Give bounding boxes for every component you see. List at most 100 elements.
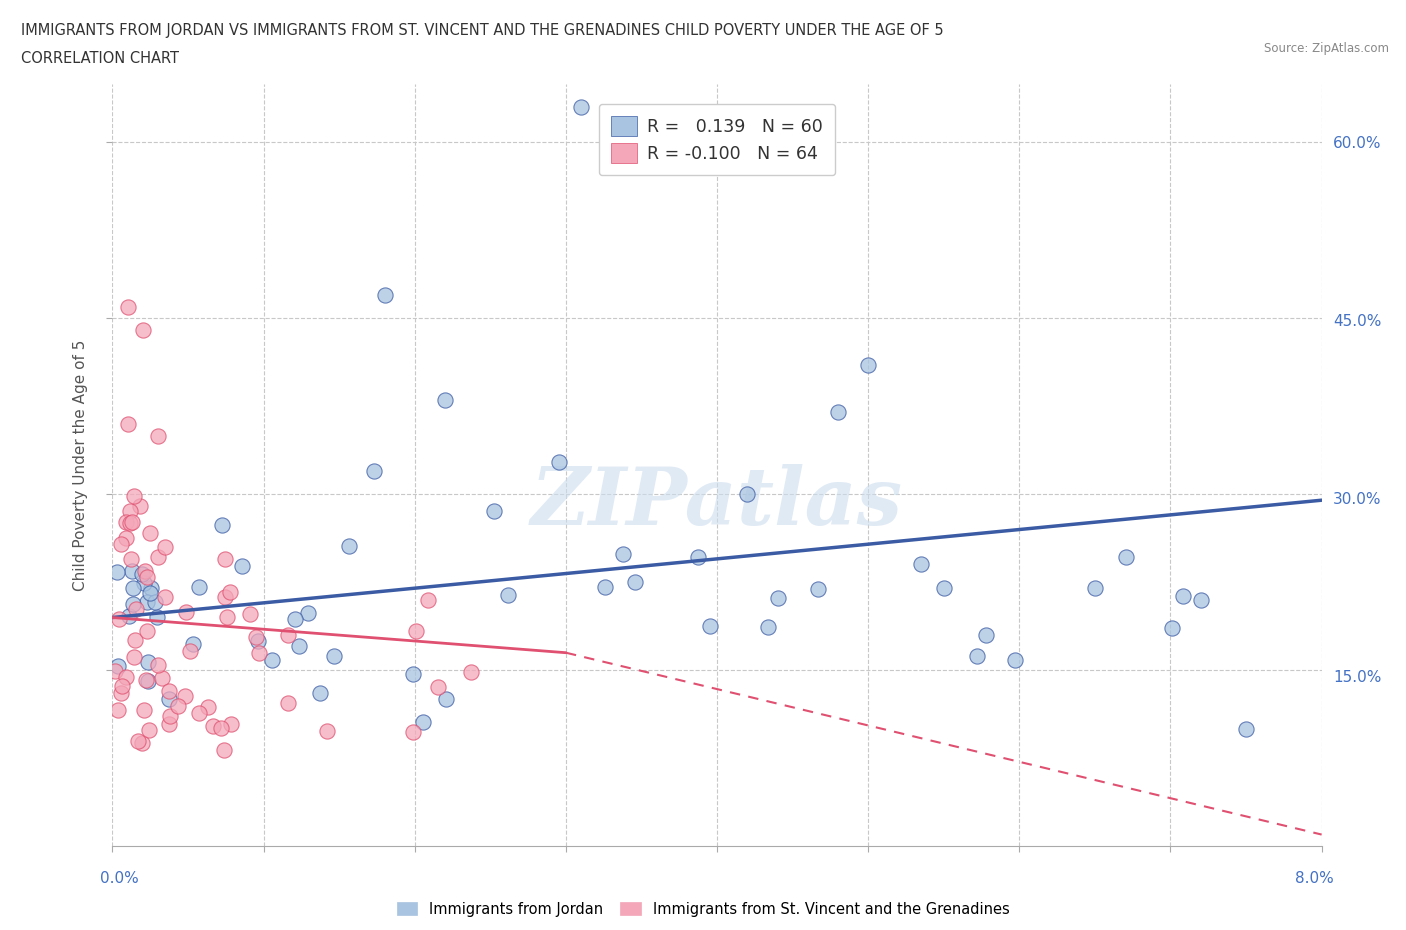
Point xyxy=(217,610,239,625)
Point xyxy=(127,734,149,749)
Point xyxy=(153,590,176,604)
Point xyxy=(277,696,299,711)
Point xyxy=(910,556,932,571)
Point xyxy=(135,672,157,687)
Point xyxy=(122,489,145,504)
Point xyxy=(118,608,141,623)
Point xyxy=(426,680,449,695)
Point xyxy=(284,612,307,627)
Point xyxy=(1004,653,1026,668)
Point xyxy=(247,645,270,660)
Point xyxy=(856,358,880,373)
Text: ZIPatlas: ZIPatlas xyxy=(531,464,903,542)
Point xyxy=(145,610,167,625)
Point xyxy=(120,551,142,566)
Point xyxy=(297,605,319,620)
Point xyxy=(412,714,434,729)
Point xyxy=(363,464,385,479)
Point xyxy=(143,595,166,610)
Point xyxy=(146,428,169,443)
Point xyxy=(932,580,955,595)
Point xyxy=(219,585,242,600)
Point xyxy=(418,592,440,607)
Point xyxy=(974,628,997,643)
Point xyxy=(405,624,427,639)
Point xyxy=(124,632,146,647)
Point xyxy=(612,546,634,561)
Point xyxy=(173,688,195,703)
Text: 8.0%: 8.0% xyxy=(1295,871,1334,886)
Point xyxy=(136,673,159,688)
Point xyxy=(136,594,159,609)
Point xyxy=(132,323,155,338)
Point xyxy=(569,100,592,114)
Point xyxy=(115,531,138,546)
Point xyxy=(214,590,236,604)
Point xyxy=(277,628,299,643)
Point xyxy=(231,558,253,573)
Point xyxy=(134,564,156,578)
Point xyxy=(547,454,569,469)
Point xyxy=(482,503,505,518)
Point xyxy=(148,550,170,565)
Legend: Immigrants from Jordan, Immigrants from St. Vincent and the Grenadines: Immigrants from Jordan, Immigrants from … xyxy=(391,896,1015,923)
Point xyxy=(219,716,242,731)
Text: Source: ZipAtlas.com: Source: ZipAtlas.com xyxy=(1264,42,1389,55)
Point xyxy=(121,514,143,529)
Point xyxy=(239,606,262,621)
Point xyxy=(623,575,645,590)
Point xyxy=(174,604,197,619)
Point xyxy=(122,649,145,664)
Point xyxy=(686,550,709,565)
Point xyxy=(153,539,176,554)
Text: 45.0%: 45.0% xyxy=(1333,313,1381,328)
Point xyxy=(125,602,148,617)
Point xyxy=(117,417,139,432)
Point xyxy=(496,588,519,603)
Text: CORRELATION CHART: CORRELATION CHART xyxy=(21,51,179,66)
Point xyxy=(121,597,143,612)
Point xyxy=(188,580,211,595)
Point xyxy=(114,515,136,530)
Point xyxy=(211,518,233,533)
Point xyxy=(209,721,232,736)
Point xyxy=(118,503,141,518)
Point xyxy=(121,564,143,578)
Point xyxy=(128,499,150,514)
Point xyxy=(104,663,127,678)
Point xyxy=(107,612,129,627)
Point xyxy=(110,685,132,700)
Point xyxy=(245,629,267,644)
Point xyxy=(316,724,339,738)
Point xyxy=(131,567,153,582)
Point xyxy=(120,515,142,530)
Point xyxy=(758,619,780,634)
Point xyxy=(159,709,181,724)
Point xyxy=(150,671,173,685)
Point xyxy=(1084,580,1107,595)
Text: IMMIGRANTS FROM JORDAN VS IMMIGRANTS FROM ST. VINCENT AND THE GRENADINES CHILD P: IMMIGRANTS FROM JORDAN VS IMMIGRANTS FRO… xyxy=(21,23,943,38)
Point xyxy=(132,703,155,718)
Point xyxy=(807,582,830,597)
Point xyxy=(288,639,311,654)
Point xyxy=(167,699,190,714)
Point xyxy=(157,684,180,698)
Point xyxy=(132,576,155,591)
Point xyxy=(1115,550,1137,565)
Point xyxy=(141,581,163,596)
Text: 30.0%: 30.0% xyxy=(1333,492,1381,507)
Point xyxy=(337,538,360,553)
Point xyxy=(136,570,159,585)
Point xyxy=(157,692,180,707)
Point xyxy=(402,724,425,739)
Point xyxy=(115,670,138,684)
Point xyxy=(139,525,162,540)
Point xyxy=(146,658,169,672)
Point xyxy=(117,299,139,314)
Point xyxy=(322,648,344,663)
Point xyxy=(110,537,132,551)
Point xyxy=(593,579,616,594)
Point xyxy=(212,742,235,757)
Point xyxy=(1189,592,1212,607)
Point xyxy=(1161,620,1184,635)
